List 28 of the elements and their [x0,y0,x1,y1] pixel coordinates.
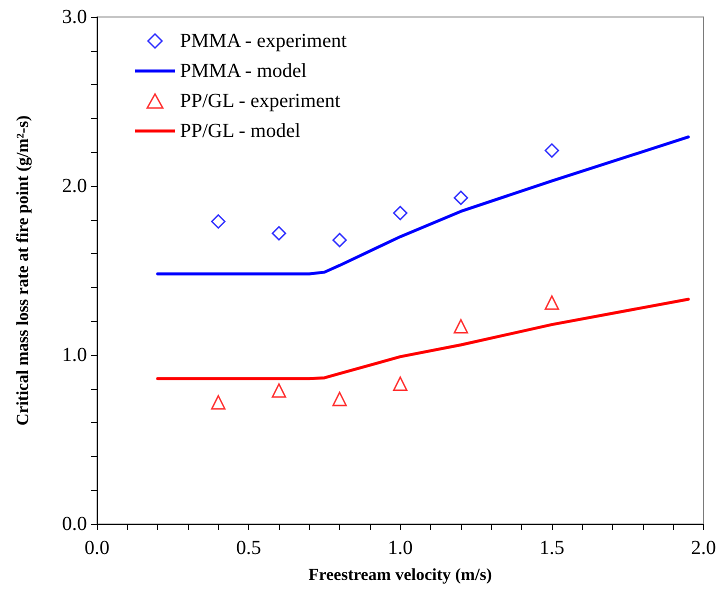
point [454,319,468,334]
legend-label: PMMA - experiment [180,30,348,52]
point [272,226,286,241]
point [332,392,347,406]
point [393,376,408,391]
point [332,232,347,248]
legend-label: PP/GL - model [180,120,301,142]
x-tick-label: 2.0 [691,537,716,559]
legend-label: PMMA - model [180,60,308,82]
point [544,295,560,310]
legend-label: PP/GL - experiment [180,90,341,112]
point [211,214,226,229]
x-tick-label: 1.0 [388,537,413,559]
point [393,206,408,220]
y-tick-label: 1.0 [62,344,87,366]
point [272,383,286,398]
x-tick-label: 1.5 [539,537,564,559]
x-tick-label: 0.0 [84,537,110,559]
line-series [156,298,690,380]
x-axis-title: Freestream velocity (m/s) [308,565,492,584]
point [211,395,226,410]
y-tick-label: 3.0 [62,6,87,28]
y-tick-label: 0.0 [62,513,87,535]
y-axis-title: Critical mass loss rate at fire point (g/m²-s) [13,115,32,426]
point [544,143,560,158]
y-tick-label: 2.0 [62,175,87,197]
point [454,190,468,206]
x-tick-label: 0.5 [236,537,262,559]
